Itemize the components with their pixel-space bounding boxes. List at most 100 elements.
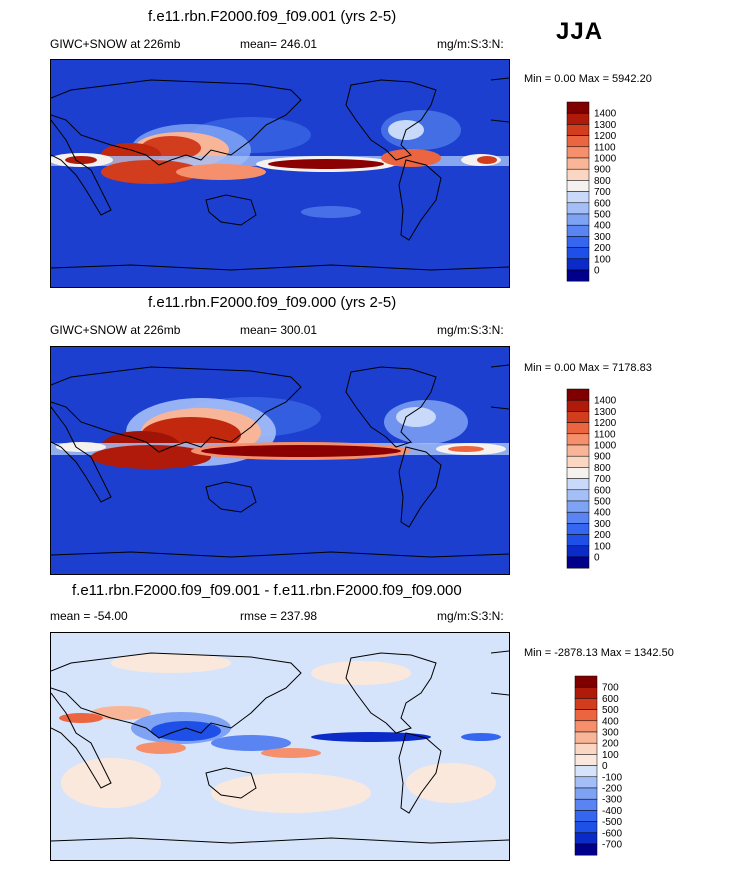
colorbar-tick-label: 1400 <box>594 109 617 120</box>
panel-1-field-patch <box>301 206 361 218</box>
colorbar-tick-label: 300 <box>594 519 611 530</box>
colorbar-swatch <box>566 556 590 569</box>
colorbar-tick-label: 900 <box>594 452 611 463</box>
panel-3-mean-label: mean = -54.00 <box>50 609 128 623</box>
colorbar-swatch <box>566 146 590 159</box>
colorbar-tick-label: 0 <box>594 266 600 277</box>
panel-1-field-patch <box>101 160 201 184</box>
panel-2-mean-label: mean= 300.01 <box>240 323 318 337</box>
colorbar-tick-label: 300 <box>594 232 611 243</box>
colorbar-swatch <box>566 101 590 114</box>
colorbar-tick-label: 600 <box>602 694 619 705</box>
panel-1-units-label: mg/m:S:3:N: <box>437 37 504 51</box>
panel-2-field-patch <box>56 442 106 452</box>
colorbar-swatch <box>566 202 590 215</box>
colorbar-swatch <box>566 399 590 412</box>
panel-3-field-patch <box>151 721 221 741</box>
panel-3-field-patch <box>59 713 103 723</box>
colorbar-swatch <box>574 709 598 722</box>
colorbar-swatch <box>574 742 598 755</box>
panel-3-field-patch <box>311 732 431 742</box>
colorbar-tick-label: 700 <box>594 187 611 198</box>
colorbar-tick-label: 0 <box>594 553 600 564</box>
colorbar-swatch <box>566 180 590 192</box>
colorbar-tick-label: -500 <box>602 817 622 828</box>
colorbar-swatch <box>566 213 590 226</box>
colorbar-tick-label: 600 <box>594 198 611 209</box>
panel-2-field-patch <box>201 445 401 457</box>
panel-3-rmse-label: rmse = 237.98 <box>240 609 318 623</box>
colorbar-swatch <box>574 810 598 822</box>
panel-1-title: f.e11.rbn.F2000.f09_f09.001 (yrs 2-5) <box>148 8 397 25</box>
colorbar-swatch <box>574 798 598 811</box>
colorbar-swatch <box>566 467 590 479</box>
colorbar-tick-label: 1100 <box>594 429 616 440</box>
colorbar-swatch <box>574 776 598 789</box>
colorbar-swatch <box>566 511 590 524</box>
panel-2-field-patch <box>396 407 436 427</box>
colorbar-tick-label: 1300 <box>594 407 617 418</box>
colorbar-tick-label: -300 <box>602 795 622 806</box>
colorbar-swatch <box>566 500 590 513</box>
colorbar-tick-label: -600 <box>602 828 622 839</box>
colorbar-tick-label: -400 <box>602 806 622 817</box>
panel-2-coastlines <box>51 364 509 558</box>
panel-1-colorbar: 1400 1300 1200 1100 1000 900 800 700 600 500 400 30… <box>566 101 627 287</box>
panel-1-minmax: Min = 0.00 Max = 5942.20 <box>524 73 652 85</box>
colorbar-swatch <box>566 455 590 468</box>
panel-3-coastlines <box>51 650 509 844</box>
colorbar-swatch <box>566 388 590 401</box>
colorbar-swatch <box>566 124 590 136</box>
panel-2-title: f.e11.rbn.F2000.f09_f09.000 (yrs 2-5) <box>148 294 397 311</box>
panel-2-variable-label: GIWC+SNOW at 226mb <box>50 323 181 337</box>
panel-2-field-patch <box>448 446 484 452</box>
colorbar-swatch <box>566 411 590 423</box>
panel-1-field-patch <box>381 149 441 167</box>
colorbar-swatch <box>566 157 590 170</box>
colorbar-swatch <box>566 168 590 181</box>
colorbar-swatch <box>574 832 598 845</box>
panel-3-field-patch <box>261 748 321 758</box>
colorbar-tick-label: 1000 <box>594 441 617 452</box>
panel-3-colorbar-svg: 7006005004003002001000-100-200-300-400-5… <box>574 675 622 856</box>
colorbar-tick-label: -200 <box>602 784 622 795</box>
colorbar-tick-label: 800 <box>594 463 611 474</box>
panel-3-map-svg <box>51 633 509 860</box>
colorbar-tick-label: 1100 <box>594 142 616 153</box>
colorbar-tick-label: 1200 <box>594 131 617 142</box>
colorbar-tick-label: 500 <box>594 497 611 508</box>
colorbar-swatch <box>566 422 590 435</box>
panel-3-field-patch <box>211 773 371 813</box>
panel-3-map <box>50 632 510 861</box>
colorbar-swatch <box>566 534 590 547</box>
panel-2-units-label: mg/m:S:3:N: <box>437 323 504 337</box>
colorbar-tick-label: 100 <box>602 750 619 761</box>
panel-2-field-patch <box>91 445 211 469</box>
panel-3-field-patch <box>311 661 411 685</box>
colorbar-swatch <box>574 821 598 834</box>
panel-2-map <box>50 346 510 575</box>
colorbar-swatch <box>574 686 598 699</box>
colorbar-swatch <box>574 720 598 733</box>
colorbar-swatch <box>566 444 590 457</box>
colorbar-tick-label: 1000 <box>594 154 617 165</box>
colorbar-swatch <box>574 698 598 710</box>
panel-1-field-patch <box>477 156 497 164</box>
colorbar-tick-label: 300 <box>602 728 619 739</box>
colorbar-tick-label: -100 <box>602 772 622 783</box>
colorbar-tick-label: 700 <box>594 474 611 485</box>
panel-2-map-svg <box>51 347 509 574</box>
colorbar-swatch <box>566 478 590 491</box>
colorbar-tick-label: -700 <box>602 840 622 851</box>
panel-1-map <box>50 59 510 288</box>
panel-1-field-patch <box>176 164 266 180</box>
colorbar-swatch <box>574 787 598 800</box>
colorbar-tick-label: 400 <box>594 508 611 519</box>
season-label: JJA <box>556 18 604 45</box>
colorbar-swatch <box>566 523 590 535</box>
colorbar-swatch <box>566 269 590 282</box>
panel-3-field-patch <box>111 653 231 673</box>
colorbar-swatch <box>566 191 590 204</box>
colorbar-tick-label: 200 <box>594 530 611 541</box>
panel-1-field-patch <box>268 159 384 169</box>
